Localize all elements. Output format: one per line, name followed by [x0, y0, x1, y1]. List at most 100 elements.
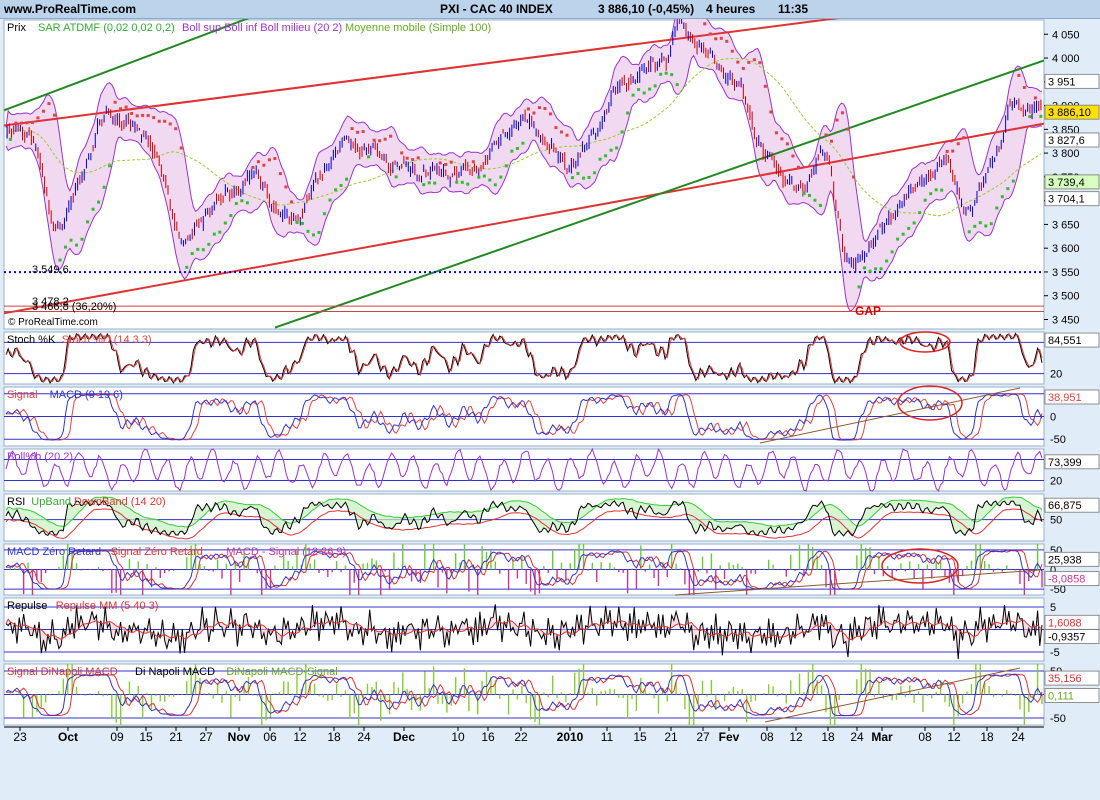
macd-badge-label: 38,951 [1048, 392, 1082, 404]
price-tick-label: 3 650 [1052, 219, 1080, 231]
rsi-line [5, 499, 1043, 537]
sar-dot [499, 175, 503, 179]
sar-dot [185, 265, 189, 269]
panel-3-background [3, 448, 1045, 492]
rsi-upband [5, 496, 1043, 528]
boll-b-legend: Boll%b (20 2) [7, 451, 73, 463]
sar-dot [47, 102, 51, 106]
macd-zl-legend: MACD Zéro Retard [7, 546, 101, 558]
repulse-legend: Repulse MM (5 40 3) [56, 600, 159, 612]
sar-dot [444, 163, 448, 167]
sar-dot [477, 175, 481, 179]
x-tick-label: 16 [481, 730, 495, 744]
sar-dot [945, 149, 949, 153]
sar-dot [113, 100, 117, 104]
sar-dot [796, 165, 800, 169]
dinapoli-badge-1 [1044, 670, 1100, 686]
sar-dot [631, 93, 635, 97]
sar-dot [455, 180, 459, 184]
sar-dot [1028, 115, 1032, 119]
sar-dot [339, 183, 343, 187]
sar-dot [168, 122, 172, 126]
x-tick-label: 08 [760, 730, 774, 744]
sar-dot [785, 142, 789, 146]
x-tick-label: 23 [13, 730, 27, 744]
sar-dot [576, 172, 580, 176]
sar-dot [80, 237, 84, 241]
repulse-badge-2 [1044, 629, 1100, 644]
sar-dot [1033, 96, 1037, 100]
macd-highlight [897, 385, 963, 421]
sar-dot [675, 83, 679, 87]
sar-dot [97, 200, 101, 204]
sar-dot [251, 165, 255, 169]
sar-dot [334, 188, 338, 192]
sar-dot [548, 112, 552, 116]
legend-sar: SAR ATDMF (0,02 0,02 0,2) [38, 22, 175, 34]
x-tick-label: 18 [821, 730, 835, 744]
sar-dot [124, 105, 128, 109]
dinapoli-macd [5, 673, 1043, 717]
sar-dot [25, 121, 29, 125]
sar-dot [703, 22, 707, 26]
x-tick-label: Fev [719, 730, 740, 744]
sar-dot [378, 139, 382, 143]
price-tick-label: 3 600 [1052, 243, 1080, 255]
sar-dot [466, 182, 470, 186]
sar-dot [543, 107, 547, 111]
price-bars [6, 17, 1042, 272]
sar-dot [719, 36, 723, 40]
sar-dot [433, 181, 437, 185]
sar-dot [978, 221, 982, 225]
price-badge-label: 3 827,6 [1048, 135, 1085, 147]
x-tick-label: Mar [871, 730, 893, 744]
level-label-1: 3 549,6 [32, 264, 69, 276]
sar-dot [394, 175, 398, 179]
sar-dot [64, 245, 68, 249]
sar-dot [521, 141, 525, 145]
dinapoli-legend: DiNapoli MACD-Signal [226, 666, 337, 678]
stoch-legend: Stoch %D (14 3 3) [62, 334, 152, 346]
sar-dot [383, 137, 387, 141]
stoch-legend: Stoch %K [7, 334, 56, 346]
sar-dot [179, 146, 183, 150]
sar-dot [868, 269, 872, 273]
sar-dot [411, 158, 415, 162]
sar-dot [747, 60, 751, 64]
panel-tick-label: 5 [1050, 602, 1056, 614]
sar-dot [813, 198, 817, 202]
panel-tick-label: -50 [1050, 584, 1066, 596]
macd-zl-badge-1-label: 25,938 [1048, 554, 1082, 566]
boll-b-line [5, 447, 1043, 492]
sar-dot [460, 180, 464, 184]
sar-dot [317, 230, 321, 234]
panel-tick-label: -5 [1050, 647, 1060, 659]
sar-dot [19, 121, 23, 125]
sar-dot [389, 134, 393, 138]
sar-dot [416, 156, 420, 160]
legend-ma: Moyenne mobile (Simple 100) [345, 22, 491, 34]
repulse-badge-1-label: 1,6088 [1048, 617, 1082, 629]
sar-dot [758, 61, 762, 65]
sar-dot [736, 60, 740, 64]
sar-dot [1011, 179, 1015, 183]
rsi-legend: RSI [7, 496, 25, 508]
x-tick-label: 11 [601, 730, 614, 744]
legend-prix: Prix [7, 22, 26, 34]
rsi-badge-label: 66,875 [1048, 500, 1082, 512]
site-name[interactable]: www.ProRealTime.com [4, 2, 137, 16]
stoch-d-line [5, 333, 1043, 383]
x-tick-label: 09 [110, 730, 124, 744]
channel-green-lower [274, 59, 1045, 329]
price-badge [1044, 191, 1100, 207]
moving-average-100 [5, 58, 1042, 217]
macd-zl-highlight [881, 548, 959, 584]
dinapoli-legend: Signal DiNapoli MACD [7, 666, 118, 678]
sar-dot [190, 252, 194, 256]
sar-dot [267, 158, 271, 162]
sar-dot [405, 156, 409, 160]
period: 4 heures [706, 2, 756, 16]
sar-dot [515, 147, 519, 151]
sar-dot [245, 201, 249, 205]
